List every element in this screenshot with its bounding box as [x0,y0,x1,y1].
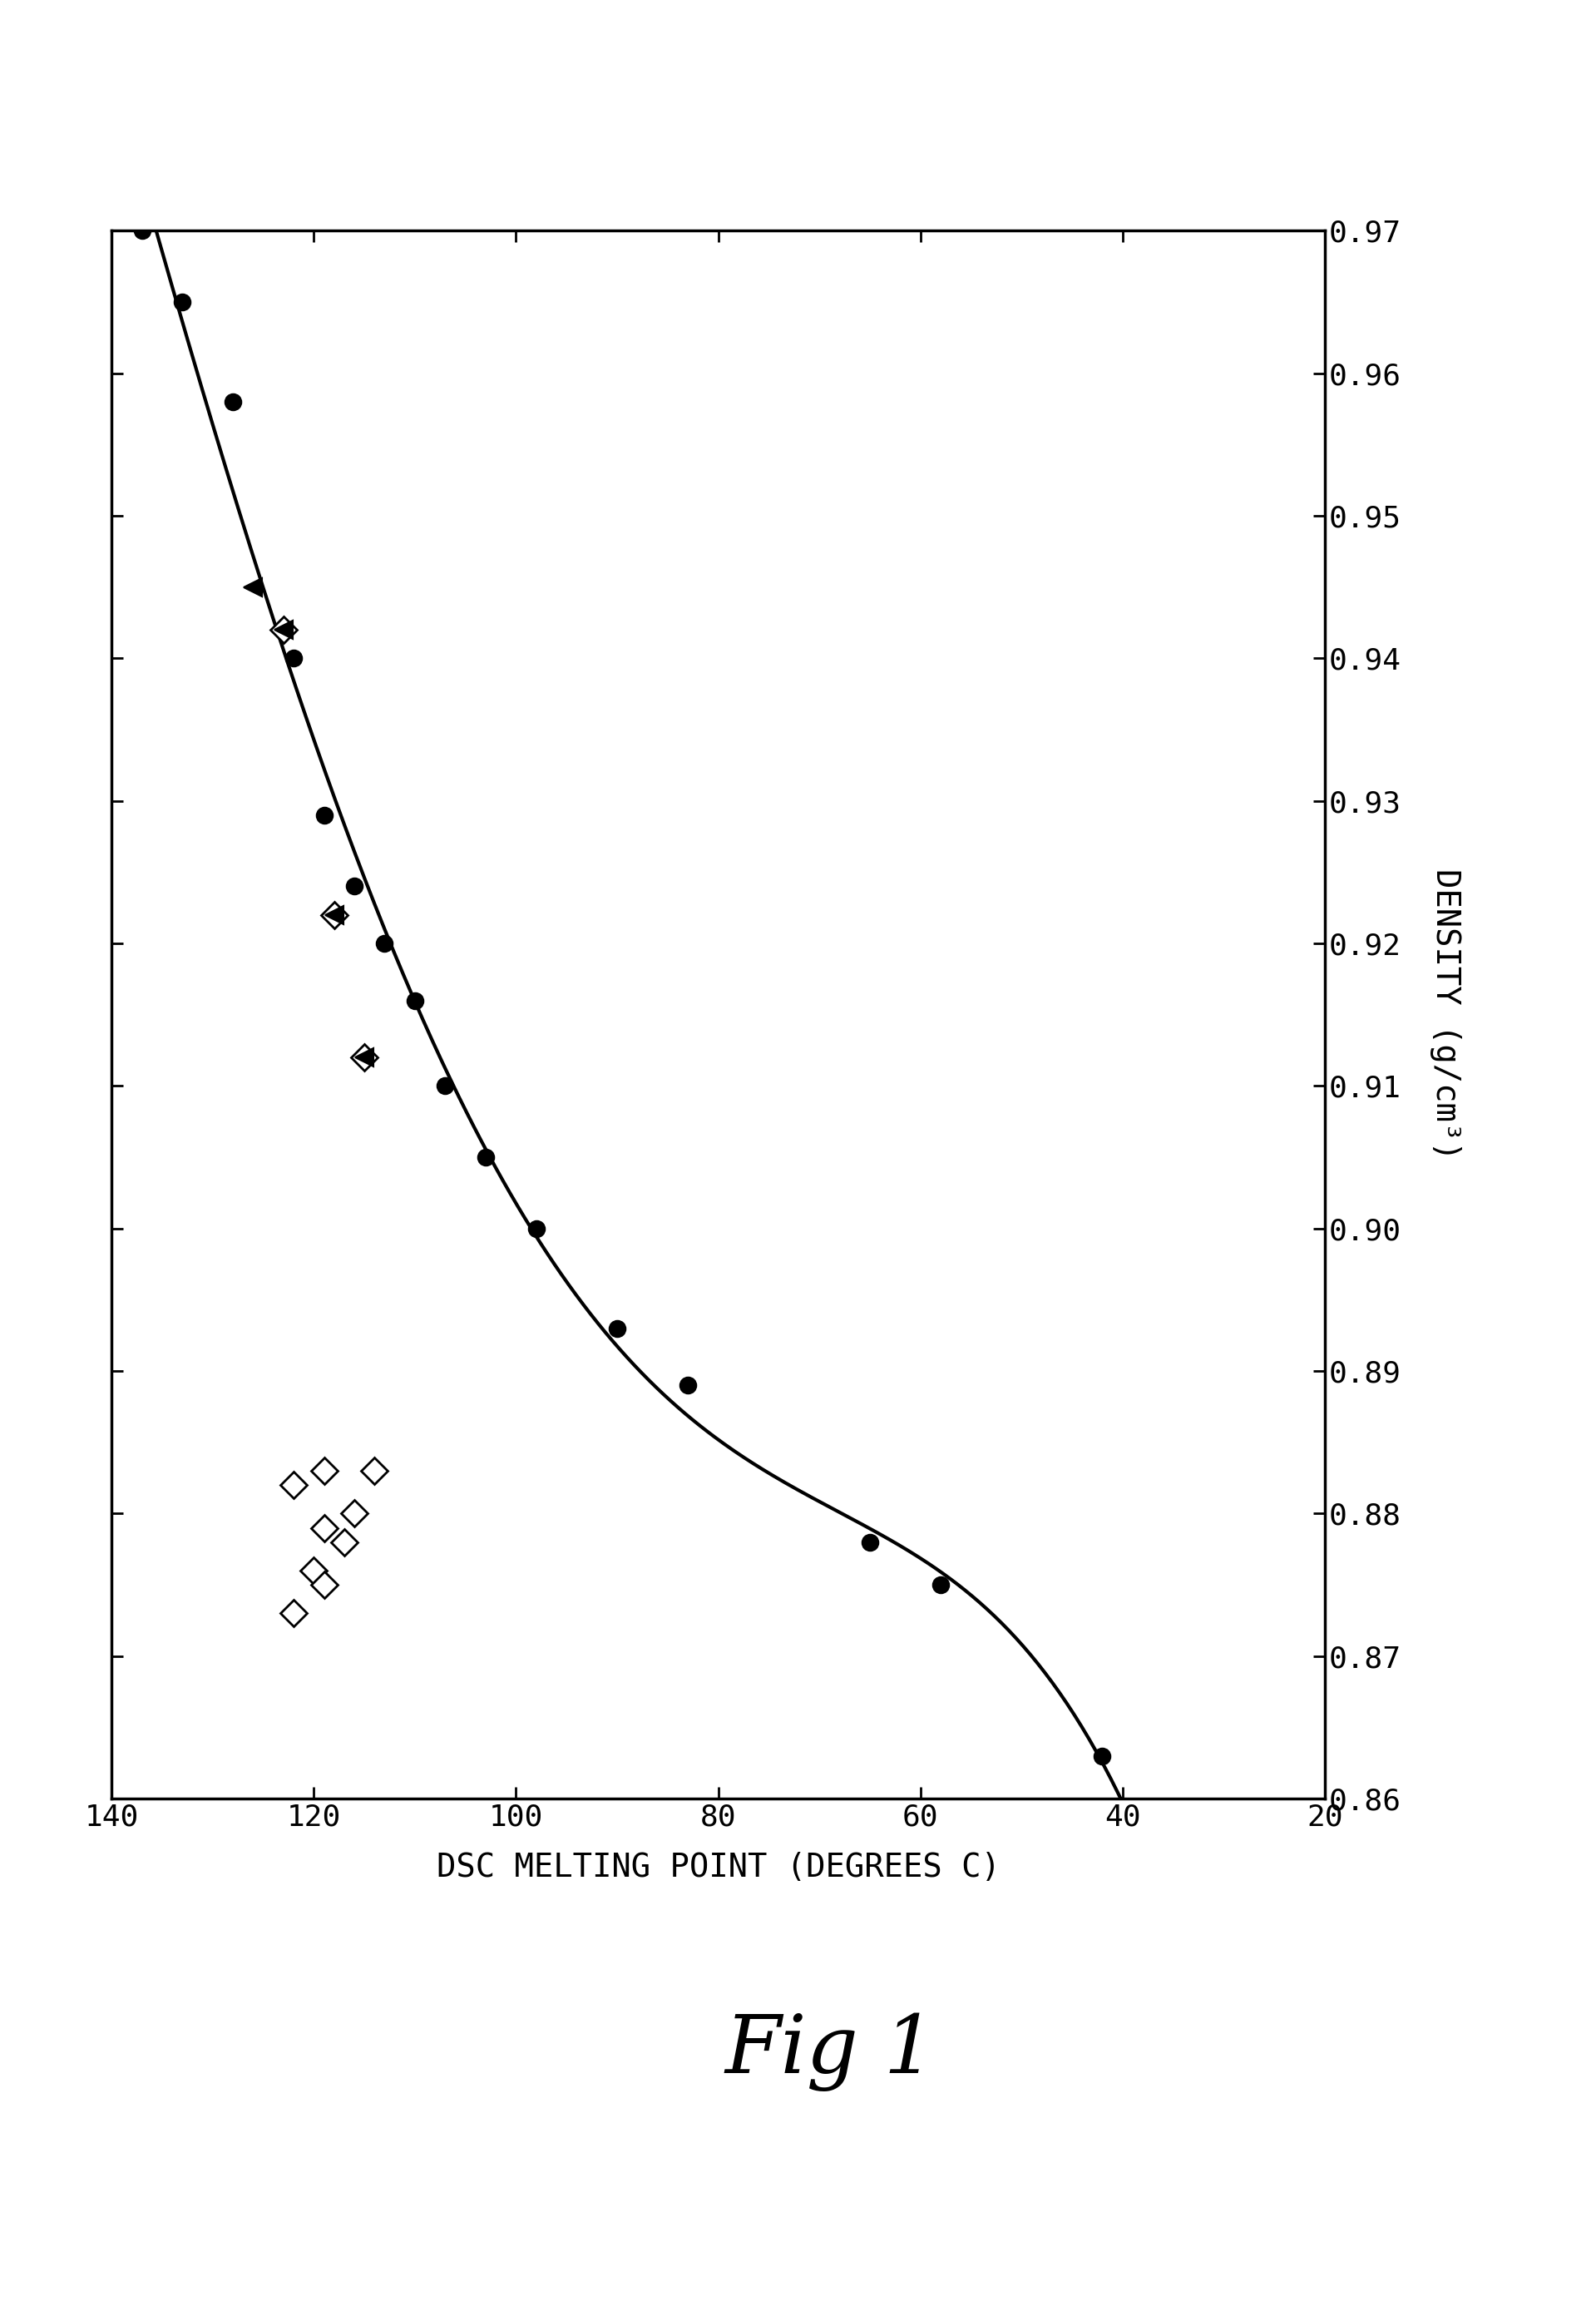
Text: Fig 1: Fig 1 [725,2013,935,2092]
X-axis label: DSC MELTING POINT (DEGREES C): DSC MELTING POINT (DEGREES C) [436,1852,1001,1884]
Y-axis label: DENSITY (g/cm³): DENSITY (g/cm³) [1430,869,1462,1160]
